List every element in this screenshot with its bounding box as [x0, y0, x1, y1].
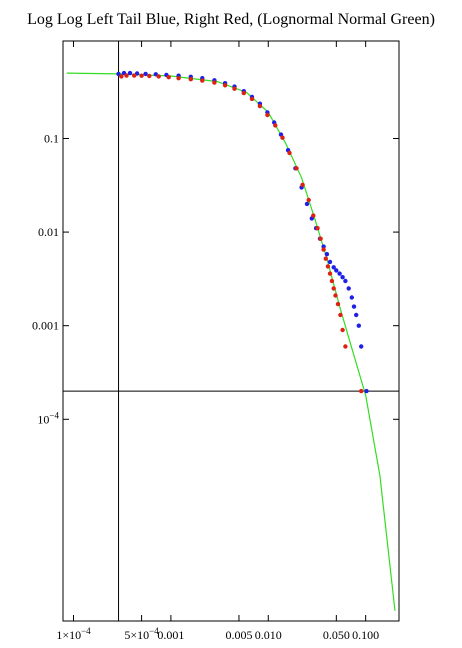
red-data-point — [232, 86, 237, 91]
red-data-point — [265, 112, 270, 118]
red-data-point — [249, 96, 255, 102]
red-data-point — [327, 271, 333, 276]
right-tail-points — [119, 73, 364, 394]
y-tick-label: 10−4 — [37, 410, 59, 426]
red-data-point — [287, 150, 292, 156]
blue-data-point — [343, 278, 348, 284]
lognormal-normal-fit-line — [66, 72, 396, 611]
red-data-point — [311, 213, 316, 218]
x-tick-label: 0.005 — [225, 628, 252, 642]
red-data-point — [119, 74, 124, 79]
blue-data-point — [337, 271, 342, 276]
y-tick-label: 0.001 — [32, 319, 59, 333]
red-data-point — [280, 135, 285, 140]
plot-frame — [62, 40, 400, 622]
red-data-point — [359, 388, 364, 394]
red-data-point — [212, 80, 217, 85]
red-data-point — [147, 73, 152, 79]
red-data-point — [176, 76, 181, 81]
red-data-point — [315, 226, 320, 231]
y-tick-label: 0.1 — [44, 131, 59, 145]
red-data-point — [200, 78, 205, 83]
reference-lines — [63, 41, 399, 621]
x-tick-label: 0.100 — [352, 628, 379, 642]
red-data-point — [139, 73, 144, 78]
blue-data-point — [340, 275, 345, 280]
red-data-point — [333, 293, 338, 298]
x-tick-label: 0.050 — [323, 628, 350, 642]
red-data-point — [325, 264, 331, 269]
x-tick-label: 0.010 — [255, 628, 282, 642]
red-data-point — [294, 166, 299, 171]
blue-data-point — [349, 295, 354, 300]
fit-line-path — [66, 72, 396, 611]
blue-data-point — [143, 71, 148, 77]
blue-data-point — [351, 304, 357, 309]
red-data-point — [188, 77, 193, 82]
blue-data-point — [127, 70, 133, 76]
red-data-point — [329, 278, 335, 284]
red-data-point — [273, 123, 278, 128]
red-data-point — [132, 73, 137, 78]
blue-data-point — [324, 252, 330, 257]
x-tick-label: 5×10−4 — [124, 626, 159, 642]
red-data-point — [340, 327, 345, 333]
blue-data-point — [346, 286, 351, 291]
blue-data-point — [331, 265, 336, 270]
red-data-point — [321, 247, 326, 252]
y-tick-label: 0.01 — [38, 225, 59, 239]
blue-data-point — [116, 71, 121, 77]
blue-data-point — [334, 268, 339, 273]
x-tick-label: 1×10−4 — [56, 626, 91, 642]
blue-data-point — [354, 312, 359, 318]
red-data-point — [257, 103, 263, 109]
blue-data-point — [364, 388, 369, 394]
red-data-point — [335, 301, 341, 307]
blue-data-point — [359, 344, 364, 349]
red-data-point — [338, 312, 343, 318]
blue-data-point — [356, 323, 361, 328]
chart-title: Log Log Left Tail Blue, Right Red, (Logn… — [27, 11, 435, 28]
x-axis-ticks: 1×10−4 5×10−40.001 0.005 0.010 0.050 0.100 — [56, 41, 379, 642]
red-data-point — [300, 182, 305, 187]
red-data-point — [166, 75, 171, 80]
left-tail-points — [116, 70, 369, 394]
blue-data-point — [304, 201, 310, 207]
red-data-point — [306, 197, 311, 203]
x-tick-label: 0.001 — [157, 628, 184, 642]
red-data-point — [343, 344, 348, 349]
red-data-point — [331, 286, 336, 291]
red-data-point — [222, 83, 228, 88]
red-data-point — [318, 236, 323, 241]
red-data-point — [323, 256, 328, 261]
blue-data-point — [327, 259, 333, 265]
red-data-point — [156, 74, 161, 79]
red-data-point — [241, 90, 246, 96]
red-data-point — [124, 73, 129, 78]
